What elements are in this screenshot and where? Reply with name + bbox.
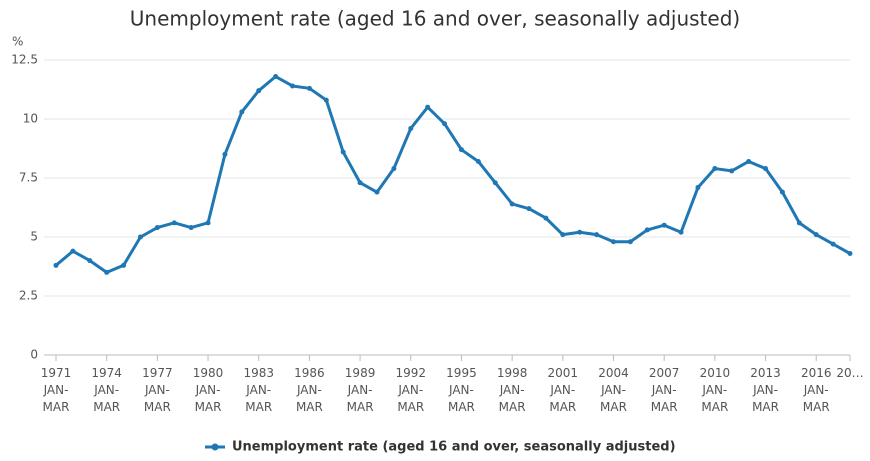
point xyxy=(830,241,836,247)
point xyxy=(627,239,633,245)
point xyxy=(644,227,650,233)
point xyxy=(70,248,76,254)
point xyxy=(729,168,735,174)
x-tick-label: 1998 JAN-MAR xyxy=(497,366,528,414)
y-tick-label: 10 xyxy=(23,112,38,126)
x-tick-label: 1995 JAN-MAR xyxy=(446,366,477,414)
y-tick-label: 7.5 xyxy=(19,171,38,185)
point xyxy=(391,166,397,172)
x-tick-label: 20… xyxy=(836,366,863,380)
point xyxy=(137,234,143,240)
point xyxy=(543,215,549,221)
point xyxy=(171,220,177,226)
point xyxy=(121,262,127,268)
point xyxy=(374,189,380,195)
point xyxy=(290,83,296,89)
x-tick-label: 2010 JAN-MAR xyxy=(700,366,731,414)
point xyxy=(222,151,228,157)
x-tick-label: 2004 JAN-MAR xyxy=(598,366,629,414)
point xyxy=(610,239,616,245)
legend-label: Unemployment rate (aged 16 and over, sea… xyxy=(232,440,676,455)
point xyxy=(154,225,160,231)
point xyxy=(661,222,667,228)
point xyxy=(425,104,431,110)
point xyxy=(188,225,194,231)
x-tick-label: 1977 JAN-MAR xyxy=(142,366,173,414)
point xyxy=(306,85,312,91)
y-unit: % xyxy=(12,35,23,49)
point xyxy=(458,147,464,153)
point xyxy=(526,206,532,212)
point xyxy=(695,184,701,190)
point xyxy=(796,220,802,226)
point xyxy=(779,189,785,195)
y-tick-label: 5 xyxy=(30,230,38,244)
point xyxy=(340,149,346,155)
point xyxy=(847,251,853,257)
x-tick-label: 2001 JAN-MAR xyxy=(548,366,579,414)
point xyxy=(357,180,363,186)
point xyxy=(205,220,211,226)
point xyxy=(746,158,752,164)
point xyxy=(256,88,262,94)
point xyxy=(239,109,245,115)
x-tick-label: 2016 JAN-MAR xyxy=(801,366,832,414)
x-tick-label: 1983 JAN-MAR xyxy=(243,366,274,414)
y-tick-label: 2.5 xyxy=(19,289,38,303)
x-tick-label: 1980 JAN-MAR xyxy=(193,366,224,414)
y-tick-label: 12.5 xyxy=(11,53,38,67)
point xyxy=(712,166,718,172)
point xyxy=(87,258,93,264)
x-tick-label: 1989 JAN-MAR xyxy=(345,366,376,414)
chart-title: Unemployment rate (aged 16 and over, sea… xyxy=(130,7,740,31)
point xyxy=(323,97,329,103)
legend-marker xyxy=(211,443,219,451)
point xyxy=(273,74,279,80)
point xyxy=(678,229,684,235)
point xyxy=(560,232,566,238)
line xyxy=(55,75,851,274)
point xyxy=(594,232,600,238)
x-tick-label: 1992 JAN-MAR xyxy=(395,366,426,414)
x-tick-label: 1974 JAN-MAR xyxy=(91,366,122,414)
point xyxy=(408,125,414,131)
point xyxy=(492,180,498,186)
point xyxy=(577,229,583,235)
point xyxy=(763,166,769,172)
point xyxy=(475,158,481,164)
point xyxy=(442,121,448,127)
x-tick-label: 2007 JAN-MAR xyxy=(649,366,680,414)
point xyxy=(53,262,59,268)
x-tick-label: 2013 JAN-MAR xyxy=(750,366,781,414)
x-tick-label: 1986 JAN-MAR xyxy=(294,366,325,414)
point xyxy=(104,269,110,275)
x-tick-label: 1971 JAN-MAR xyxy=(41,366,72,414)
point xyxy=(813,232,819,238)
y-tick-label: 0 xyxy=(30,348,38,362)
point xyxy=(509,201,515,207)
